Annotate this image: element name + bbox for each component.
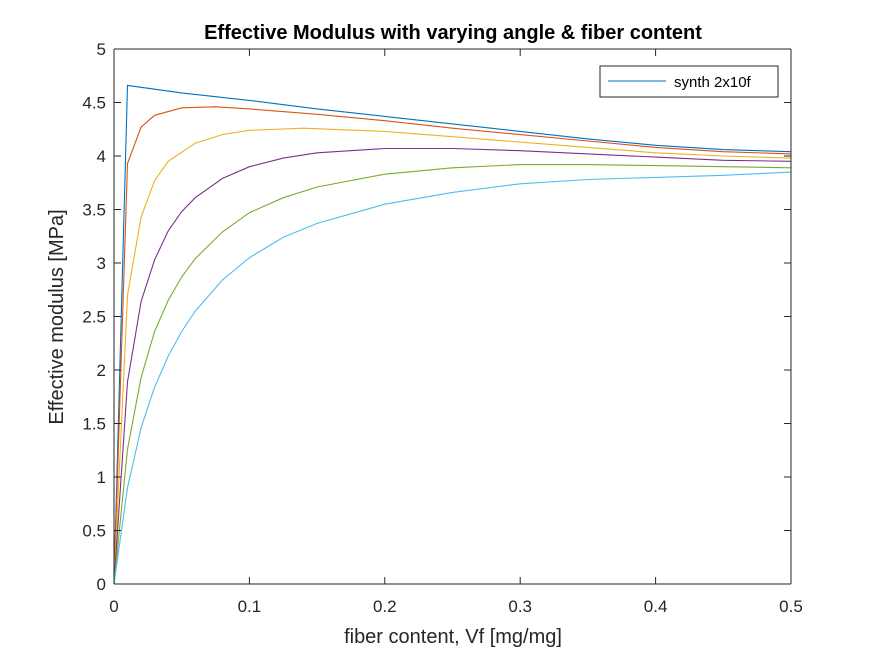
y-tick-label: 1 (97, 468, 106, 487)
y-tick-label: 0 (97, 575, 106, 594)
series-line-5 (113, 164, 792, 585)
y-tick-label: 1.5 (82, 415, 106, 434)
x-tick-label: 0.3 (508, 597, 532, 616)
x-tick-label: 0.4 (644, 597, 668, 616)
series-layer (113, 84, 792, 585)
ticks-layer: 0 0.1 0.2 0.3 0.4 0.5 0 0.5 1 1.5 2 2.5 3 3.5 4 4.5 5 (82, 40, 802, 616)
series-line-1 (113, 84, 792, 585)
series-line-4 (113, 147, 792, 585)
legend-label: synth 2x10f (674, 74, 752, 91)
y-tick-label: 3 (97, 254, 106, 273)
y-tick-label: 4.5 (82, 94, 106, 113)
y-tick-label: 2 (97, 361, 106, 380)
y-tick-label: 0.5 (82, 522, 106, 541)
y-axis-label: Effective modulus [MPa] (46, 209, 68, 424)
x-tick-label: 0.1 (238, 597, 262, 616)
y-tick-label: 5 (97, 40, 106, 59)
y-tick-label: 4 (97, 147, 106, 166)
y-tick-label: 2.5 (82, 308, 106, 327)
series-line-2 (113, 106, 792, 585)
y-tick-label: 3.5 (82, 201, 106, 220)
chart-title: Effective Modulus with varying angle & f… (204, 22, 702, 44)
series-line-3 (113, 127, 792, 585)
x-tick-label: 0.5 (779, 597, 803, 616)
x-axis-label: fiber content, Vf [mg/mg] (344, 626, 562, 648)
plot-area (114, 49, 791, 584)
x-tick-label: 0.2 (373, 597, 397, 616)
x-tick-label: 0 (109, 597, 118, 616)
series-line-6 (113, 171, 792, 585)
legend: synth 2x10f (599, 65, 779, 98)
